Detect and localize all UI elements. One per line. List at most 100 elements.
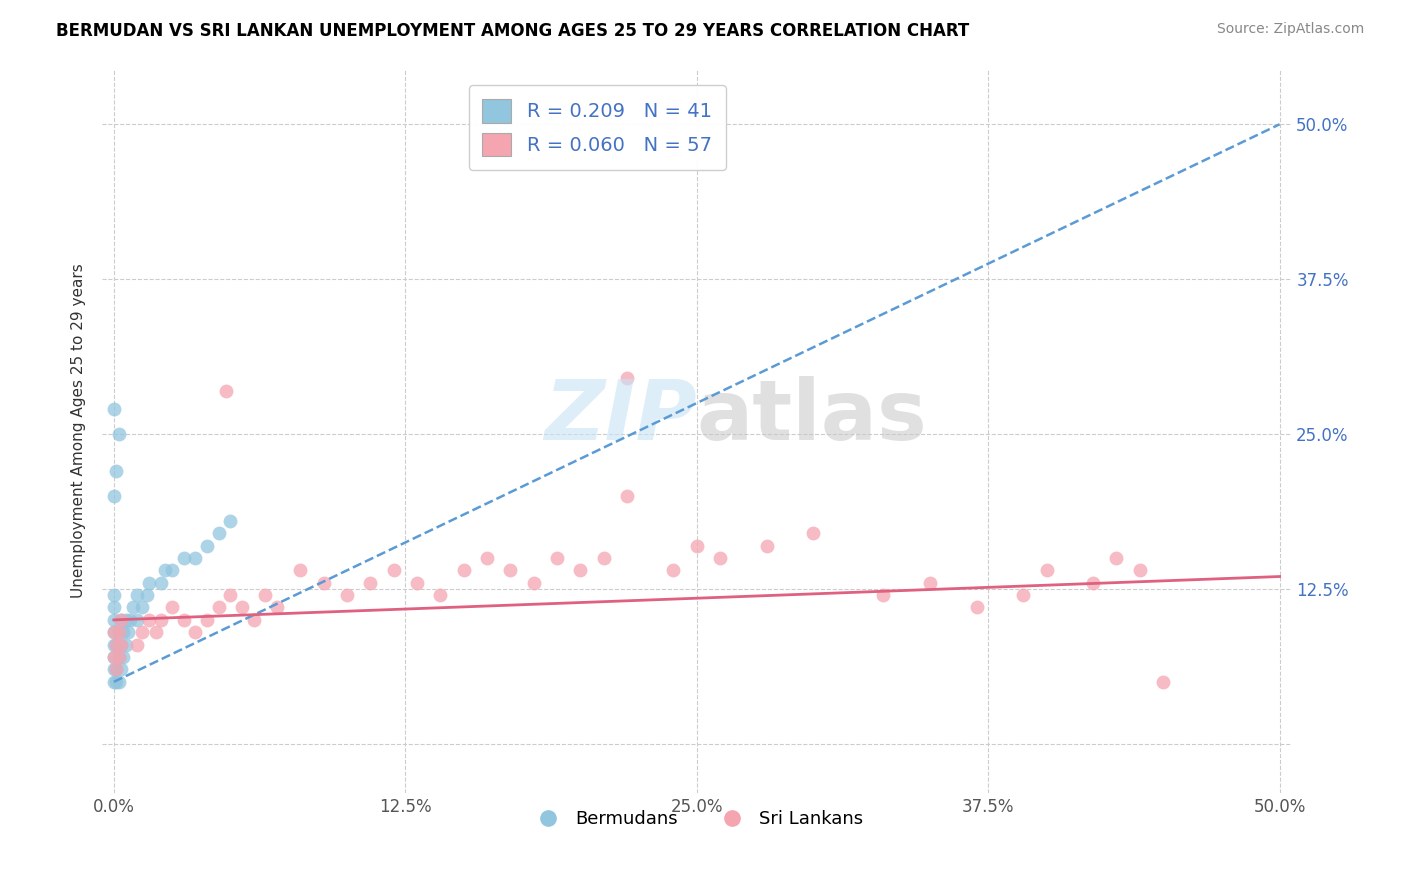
Point [522, 575, 544, 590]
Point [107, 650, 129, 665]
Point [127, 588, 149, 602]
Point [103, 489, 125, 503]
Point [107, 625, 129, 640]
Point [107, 625, 129, 640]
Point [709, 550, 731, 565]
Point [103, 638, 125, 652]
Point [616, 371, 638, 385]
Point [208, 600, 231, 615]
Point [103, 625, 125, 640]
Point [117, 625, 139, 640]
Point [105, 638, 128, 652]
Point [105, 663, 128, 677]
Point [686, 539, 709, 553]
Point [110, 638, 132, 652]
Point [312, 575, 335, 590]
Point [138, 613, 160, 627]
Point [1129, 563, 1152, 577]
Point [110, 663, 132, 677]
Point [103, 674, 125, 689]
Point [114, 638, 136, 652]
Point [184, 550, 207, 565]
Legend: Bermudans, Sri Lankans: Bermudans, Sri Lankans [523, 803, 870, 835]
Point [131, 625, 153, 640]
Point [1105, 550, 1128, 565]
Text: Source: ZipAtlas.com: Source: ZipAtlas.com [1216, 22, 1364, 37]
Point [103, 650, 125, 665]
Point [242, 613, 264, 627]
Point [872, 588, 894, 602]
Point [153, 563, 176, 577]
Point [1012, 588, 1035, 602]
Point [208, 526, 231, 541]
Point [160, 600, 183, 615]
Point [219, 588, 242, 602]
Point [107, 427, 129, 442]
Point [103, 663, 125, 677]
Point [173, 550, 195, 565]
Point [266, 600, 288, 615]
Point [195, 539, 218, 553]
Point [406, 575, 429, 590]
Y-axis label: Unemployment Among Ages 25 to 29 years: Unemployment Among Ages 25 to 29 years [72, 263, 86, 599]
Point [336, 588, 359, 602]
Text: atlas: atlas [697, 376, 928, 457]
Point [112, 650, 135, 665]
Point [120, 613, 142, 627]
Point [105, 674, 128, 689]
Point [110, 613, 132, 627]
Point [1152, 674, 1174, 689]
Point [105, 663, 128, 677]
Point [138, 575, 160, 590]
Point [149, 575, 172, 590]
Point [755, 539, 778, 553]
Point [121, 600, 143, 615]
Point [219, 514, 242, 528]
Point [105, 464, 128, 478]
Point [231, 600, 253, 615]
Point [160, 563, 183, 577]
Text: ZIP: ZIP [544, 376, 697, 457]
Point [114, 613, 136, 627]
Point [103, 588, 125, 602]
Point [569, 563, 592, 577]
Point [110, 613, 132, 627]
Point [801, 526, 824, 541]
Text: BERMUDAN VS SRI LANKAN UNEMPLOYMENT AMONG AGES 25 TO 29 YEARS CORRELATION CHART: BERMUDAN VS SRI LANKAN UNEMPLOYMENT AMON… [56, 22, 970, 40]
Point [135, 588, 157, 602]
Point [103, 650, 125, 665]
Point [127, 613, 149, 627]
Point [592, 550, 614, 565]
Point [1035, 563, 1057, 577]
Point [131, 600, 153, 615]
Point [254, 588, 277, 602]
Point [475, 550, 498, 565]
Point [107, 674, 129, 689]
Point [184, 625, 207, 640]
Point [149, 613, 172, 627]
Point [429, 588, 451, 602]
Point [215, 384, 238, 398]
Point [145, 625, 167, 640]
Point [127, 638, 149, 652]
Point [103, 600, 125, 615]
Point [499, 563, 522, 577]
Point [112, 625, 135, 640]
Point [966, 600, 988, 615]
Point [290, 563, 312, 577]
Point [110, 638, 132, 652]
Point [105, 638, 128, 652]
Point [359, 575, 381, 590]
Point [382, 563, 405, 577]
Point [1081, 575, 1104, 590]
Point [546, 550, 568, 565]
Point [103, 613, 125, 627]
Point [103, 402, 125, 417]
Point [173, 613, 195, 627]
Point [107, 650, 129, 665]
Point [103, 625, 125, 640]
Point [453, 563, 475, 577]
Point [918, 575, 941, 590]
Point [616, 489, 638, 503]
Point [662, 563, 685, 577]
